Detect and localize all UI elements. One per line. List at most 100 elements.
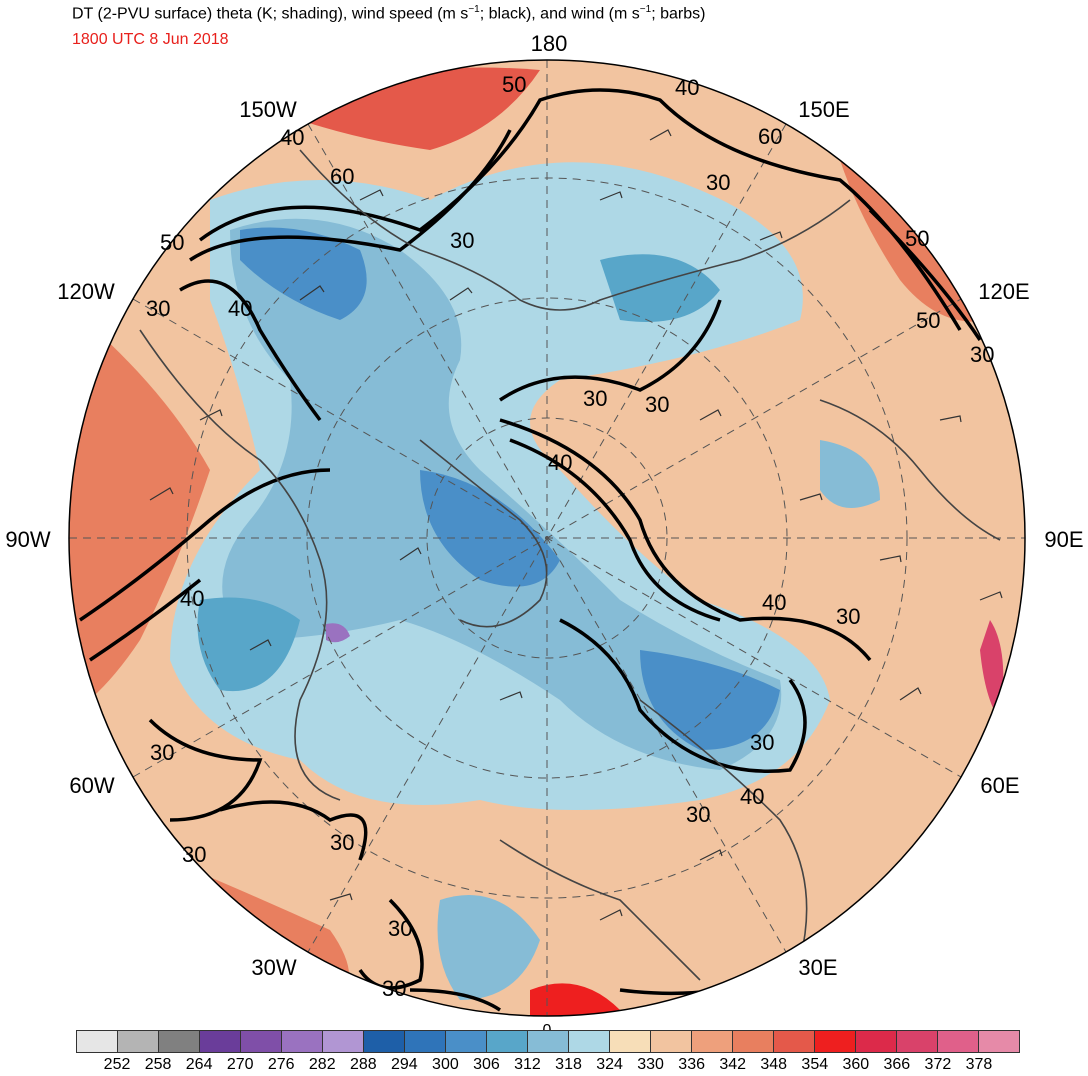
contour-label: 30: [330, 830, 354, 855]
cool-theta-mid: [222, 218, 782, 770]
colorbar-swatch: [487, 1031, 528, 1052]
lon-label-150w: 150W: [239, 97, 297, 122]
contour-label: 50: [502, 72, 526, 97]
cool-theta-east-blob: [820, 440, 880, 508]
colorbar-label: 276: [267, 1056, 295, 1073]
colorbar-swatch: [856, 1031, 897, 1052]
contour-label: 40: [762, 590, 786, 615]
contour-label-group: 50 40 60 30 50 30 40 40 60 30 50 50 30 3…: [146, 72, 994, 1001]
contour-label: 30: [706, 170, 730, 195]
lon-label-150e: 150E: [798, 97, 850, 122]
colorbar-labels: 252 258 264 270 276 282 288 294 300 306 312 318 324 3…: [76, 1056, 1020, 1076]
colorbar-swatch: [979, 1031, 1019, 1052]
lon-label-120e: 120E: [978, 279, 1030, 304]
wind-speed-contours: [79, 88, 982, 1012]
colorbar-swatch: [733, 1031, 774, 1052]
lon-label-60e: 60E: [980, 773, 1020, 798]
contour-label: 40: [280, 125, 304, 150]
contour-label: 30: [450, 228, 474, 253]
contour-label: 30: [150, 740, 174, 765]
contour-label: 30: [836, 604, 860, 629]
colorbar-swatch: [938, 1031, 979, 1052]
colorbar-label: 372: [924, 1056, 952, 1073]
colorbar: [76, 1030, 1020, 1053]
colorbar-swatch: [241, 1031, 282, 1052]
contour-label: 30: [970, 342, 994, 367]
colorbar-swatch: [651, 1031, 692, 1052]
colorbar-swatch: [323, 1031, 364, 1052]
colorbar-label: 258: [144, 1056, 172, 1073]
cool-theta-dark-east: [640, 650, 780, 750]
colorbar-swatch: [364, 1031, 405, 1052]
contour-label: 60: [758, 124, 782, 149]
cool-theta-north-blob: [600, 254, 720, 322]
contour-label: 50: [160, 230, 184, 255]
colorbar-label: 252: [103, 1056, 131, 1073]
hot-theta-west: [69, 300, 210, 720]
colorbar-swatch: [446, 1031, 487, 1052]
contour-label: 40: [228, 296, 252, 321]
cool-theta-dark-center: [420, 470, 560, 587]
colorbar-label: 360: [842, 1056, 870, 1073]
contour-label: 60: [330, 164, 354, 189]
contour-label: 30: [686, 802, 710, 827]
colorbar-label: 300: [432, 1056, 459, 1073]
colorbar-swatch: [118, 1031, 159, 1052]
colorbar-label: 318: [555, 1056, 582, 1073]
cool-theta-dark-west: [197, 597, 300, 692]
colorbar-label: 282: [308, 1056, 336, 1073]
colorbar-label: 270: [226, 1056, 254, 1073]
contour-label: 30: [382, 976, 406, 1001]
lon-label-60w: 60W: [69, 773, 115, 798]
colorbar-swatch: [528, 1031, 569, 1052]
lon-label-90e: 90E: [1044, 527, 1084, 552]
colorbar-label: 354: [801, 1056, 829, 1073]
contour-label: 30: [146, 296, 170, 321]
colorbar-swatch: [77, 1031, 118, 1052]
colorbar-swatch: [815, 1031, 856, 1052]
colorbar-label: 348: [760, 1056, 788, 1073]
colorbar-label: 342: [719, 1056, 747, 1073]
colorbar-label: 288: [349, 1056, 377, 1073]
contour-label: 50: [916, 308, 940, 333]
map-boundary: [68, 59, 1026, 1017]
colorbar-swatch: [692, 1031, 733, 1052]
contour-label: 30: [645, 392, 669, 417]
lon-label-30e: 30E: [798, 955, 838, 980]
colorbar-label: 306: [473, 1056, 500, 1073]
lon-label-120w: 120W: [57, 279, 115, 304]
contour-label: 30: [583, 386, 607, 411]
colorbar-label: 312: [514, 1056, 541, 1073]
colorbar-swatch: [405, 1031, 446, 1052]
colorbar-label: 366: [883, 1056, 911, 1073]
cool-theta-south-blob: [437, 895, 540, 1000]
lon-label-90w: 90W: [5, 527, 51, 552]
colorbar-label: 324: [596, 1056, 623, 1073]
wind-barbs: [149, 129, 1003, 921]
contour-label: 50: [905, 226, 929, 251]
contour-label: 40: [740, 784, 764, 809]
coastlines: [139, 149, 1001, 981]
lon-label-180: 180: [530, 31, 568, 56]
lat-lon-grid: [69, 60, 1025, 1016]
contour-label: 40: [675, 75, 699, 100]
colorbar-label: 378: [965, 1056, 993, 1073]
cool-theta-spot-west: [326, 623, 350, 643]
contour-label: 30: [750, 730, 774, 755]
contour-label: 40: [180, 586, 204, 611]
colorbar-swatch: [282, 1031, 323, 1052]
colorbar-label: 264: [185, 1056, 213, 1073]
colorbar-swatch: [159, 1031, 200, 1052]
colorbar-label: 294: [390, 1056, 418, 1073]
colorbar-label: 330: [637, 1056, 664, 1073]
contour-label: 30: [182, 842, 206, 867]
lon-label-30w: 30W: [251, 955, 297, 980]
colorbar-swatch: [774, 1031, 815, 1052]
colorbar-swatch: [610, 1031, 651, 1052]
cool-theta-dark-north: [240, 227, 367, 320]
contour-label: 40: [548, 450, 572, 475]
colorbar-label: 336: [678, 1056, 705, 1073]
map-title: DT (2-PVU surface) theta (K; shading), w…: [72, 4, 706, 23]
contour-label: 30: [388, 916, 412, 941]
